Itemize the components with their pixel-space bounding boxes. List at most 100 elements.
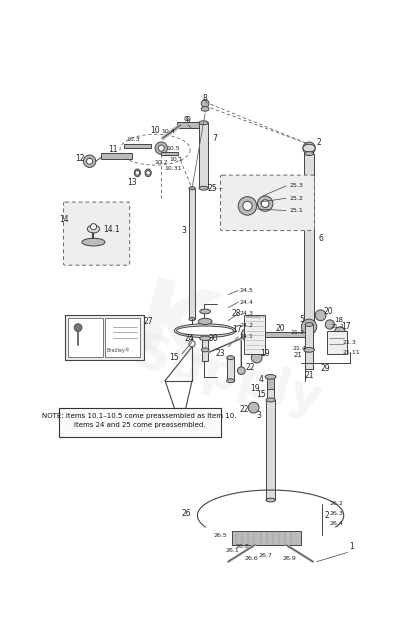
- Bar: [267, 377, 274, 392]
- Circle shape: [155, 142, 167, 154]
- Text: 14.1: 14.1: [103, 225, 119, 234]
- Text: 17: 17: [233, 325, 242, 334]
- Ellipse shape: [201, 348, 209, 352]
- Text: 15: 15: [170, 353, 179, 362]
- Text: 10.1: 10.1: [169, 157, 183, 162]
- Bar: [251, 332, 309, 337]
- Text: 15: 15: [257, 390, 266, 399]
- Text: 30: 30: [208, 334, 218, 343]
- Text: 3: 3: [257, 411, 261, 420]
- Text: 26.1: 26.1: [225, 547, 239, 553]
- Text: 21.1: 21.1: [291, 330, 304, 335]
- Text: 25.3: 25.3: [290, 183, 304, 188]
- Ellipse shape: [227, 355, 235, 360]
- Text: 25: 25: [207, 184, 217, 193]
- Text: 24.2: 24.2: [240, 323, 254, 328]
- Text: 10.5: 10.5: [166, 145, 180, 151]
- Bar: [189, 188, 195, 319]
- Text: 22: 22: [240, 404, 249, 413]
- Text: 26.8: 26.8: [235, 544, 249, 549]
- Text: 29: 29: [320, 364, 330, 373]
- Circle shape: [257, 196, 273, 211]
- Text: 23: 23: [216, 349, 225, 359]
- Ellipse shape: [201, 107, 209, 111]
- Circle shape: [74, 323, 82, 331]
- Ellipse shape: [134, 169, 140, 177]
- Text: 21.2: 21.2: [331, 324, 344, 329]
- Text: 24.3: 24.3: [240, 311, 254, 316]
- Bar: [161, 152, 178, 156]
- Ellipse shape: [227, 379, 235, 383]
- FancyBboxPatch shape: [63, 202, 130, 265]
- Bar: [267, 389, 273, 400]
- Text: 21: 21: [293, 352, 302, 359]
- Text: 20: 20: [324, 307, 333, 316]
- Text: 5: 5: [299, 315, 304, 323]
- Ellipse shape: [174, 323, 236, 338]
- Text: 2: 2: [324, 511, 329, 520]
- Text: 3: 3: [181, 226, 186, 235]
- Bar: [105, 318, 140, 357]
- Ellipse shape: [199, 121, 208, 124]
- Bar: [244, 315, 265, 353]
- Text: 21.4: 21.4: [292, 346, 306, 351]
- Ellipse shape: [304, 348, 314, 352]
- Text: 13: 13: [127, 178, 137, 188]
- Text: 2: 2: [317, 138, 322, 147]
- Text: 4: 4: [258, 375, 263, 383]
- Text: 10.3: 10.3: [127, 137, 140, 142]
- Circle shape: [334, 327, 345, 338]
- Ellipse shape: [304, 152, 314, 156]
- Text: 12: 12: [76, 154, 85, 163]
- Text: 26.5: 26.5: [214, 533, 227, 538]
- Circle shape: [83, 155, 96, 167]
- Text: 24.4: 24.4: [240, 300, 254, 305]
- Ellipse shape: [176, 326, 234, 336]
- Circle shape: [90, 224, 97, 230]
- Bar: [232, 531, 302, 545]
- Circle shape: [241, 329, 254, 341]
- FancyBboxPatch shape: [221, 175, 314, 230]
- Text: 20: 20: [276, 324, 286, 333]
- Ellipse shape: [305, 323, 313, 327]
- Circle shape: [248, 403, 259, 413]
- Text: 27: 27: [143, 317, 153, 326]
- Text: 25.1: 25.1: [290, 208, 304, 213]
- Circle shape: [237, 367, 245, 375]
- Ellipse shape: [199, 186, 208, 190]
- Ellipse shape: [265, 375, 276, 379]
- Bar: [59, 408, 221, 437]
- Text: 24: 24: [185, 334, 194, 343]
- Text: 9: 9: [183, 116, 188, 125]
- Bar: [68, 318, 103, 357]
- Text: 19: 19: [250, 384, 260, 393]
- Text: Bradley®: Bradley®: [107, 347, 130, 353]
- Text: 8: 8: [203, 94, 207, 103]
- Circle shape: [302, 319, 317, 334]
- Text: 19: 19: [260, 349, 270, 359]
- Bar: [124, 144, 151, 148]
- Text: 14: 14: [59, 214, 69, 223]
- Bar: [227, 358, 235, 381]
- Bar: [327, 330, 347, 353]
- Text: 21.11: 21.11: [342, 350, 360, 355]
- Circle shape: [251, 352, 262, 363]
- Bar: [305, 325, 313, 369]
- Circle shape: [189, 341, 195, 347]
- Circle shape: [146, 170, 150, 175]
- Text: Items 24 and 25 come preassembled.: Items 24 and 25 come preassembled.: [74, 422, 205, 428]
- Text: 26.4: 26.4: [329, 521, 343, 526]
- Bar: [203, 338, 208, 362]
- Ellipse shape: [303, 144, 315, 152]
- Text: 25.2: 25.2: [290, 196, 304, 201]
- Text: 10.2: 10.2: [154, 160, 168, 165]
- Ellipse shape: [145, 169, 151, 177]
- Text: 10.31: 10.31: [164, 167, 182, 172]
- Bar: [199, 122, 208, 188]
- Text: 10.4: 10.4: [161, 130, 175, 135]
- Circle shape: [243, 202, 252, 211]
- Text: 11: 11: [108, 145, 117, 154]
- Text: 26: 26: [181, 509, 191, 519]
- Text: 10: 10: [150, 126, 160, 135]
- Circle shape: [315, 310, 326, 321]
